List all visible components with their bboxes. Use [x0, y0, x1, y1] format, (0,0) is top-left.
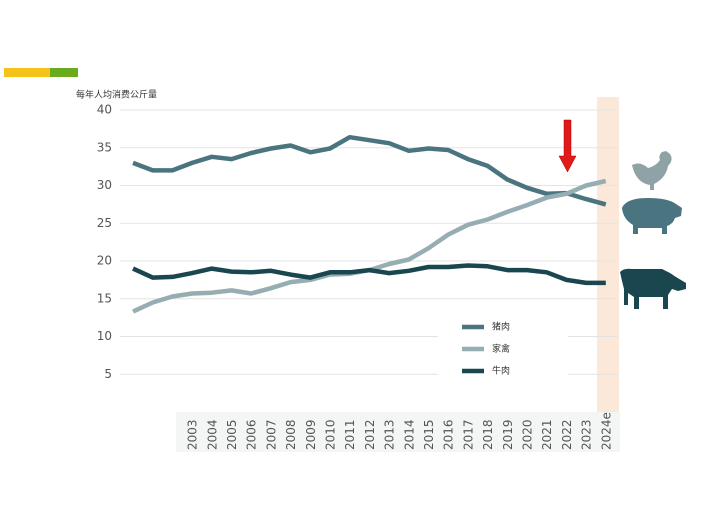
series-line: [132, 263, 606, 286]
y-tick-label: 25: [97, 216, 112, 230]
y-tick-label: 40: [97, 103, 112, 117]
chicken-icon: [632, 151, 672, 190]
x-tick-label: 2019: [501, 419, 515, 450]
legend-label: 猪肉: [492, 321, 510, 333]
x-tick-label: 2005: [225, 419, 239, 450]
x-tick-label: 2003: [186, 419, 200, 450]
accent-bar: [4, 68, 50, 77]
x-tick-label: 2016: [442, 419, 456, 450]
x-tick-label: 2011: [343, 419, 357, 450]
cow-icon: [620, 268, 686, 309]
x-tick-label: 2022: [560, 419, 574, 450]
x-tick-label: 2006: [245, 419, 259, 450]
y-tick-label: 15: [97, 291, 112, 305]
y-tick-label: 35: [97, 140, 112, 154]
x-tick-label: 2024e: [599, 412, 613, 450]
forecast-band: [597, 97, 619, 452]
legend-label: 牛肉: [492, 365, 510, 377]
x-tick-label: 2012: [363, 419, 377, 450]
x-tick-label: 2017: [461, 419, 475, 450]
x-tick-label: 2018: [481, 419, 495, 450]
x-tick-label: 2023: [580, 419, 594, 450]
x-axis-band: [176, 412, 620, 452]
series-line: [132, 178, 607, 314]
x-tick-label: 2008: [284, 419, 298, 450]
y-tick-label: 10: [97, 329, 112, 343]
x-tick-label: 2010: [324, 419, 338, 450]
pig-icon: [622, 198, 682, 234]
x-tick-label: 2014: [402, 419, 416, 450]
x-tick-label: 2013: [383, 419, 397, 450]
x-tick-label: 2021: [540, 419, 554, 450]
x-tick-label: 2020: [521, 419, 535, 450]
accent-bar: [50, 68, 78, 77]
x-tick-label: 2004: [205, 419, 219, 450]
x-tick-label: 2009: [304, 419, 318, 450]
y-tick-label: 20: [97, 254, 112, 268]
y-axis-label: 每年人均消费公斤量: [76, 89, 157, 101]
arrow: [558, 119, 577, 173]
legend-label: 家禽: [492, 343, 510, 355]
y-tick-label: 5: [104, 367, 112, 381]
legend-box: [438, 312, 568, 386]
series-line: [132, 134, 607, 207]
x-tick-label: 2015: [422, 419, 436, 450]
x-tick-label: 2007: [264, 419, 278, 450]
plot: 5 10 15 20 25 30 35 40 2003 2004 2005 2006 2007 2008 2…: [97, 103, 618, 450]
y-tick-label: 30: [97, 178, 112, 192]
